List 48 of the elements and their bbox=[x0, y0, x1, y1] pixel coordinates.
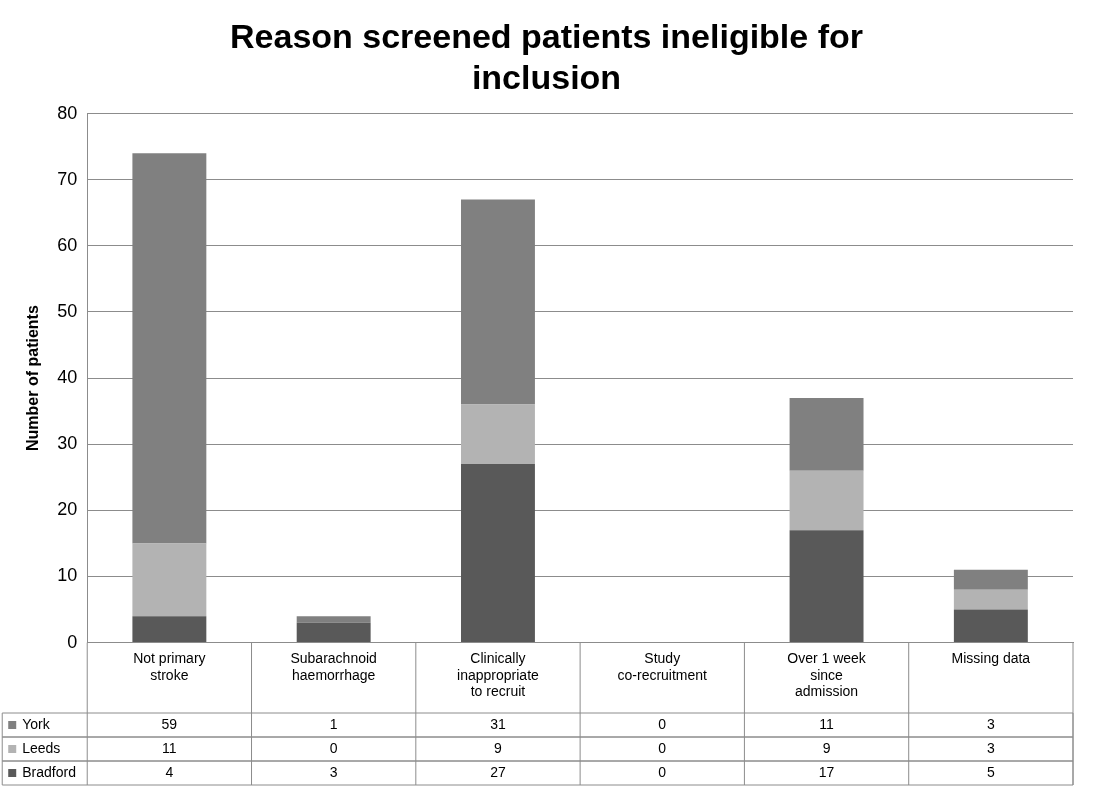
legend-label: Leeds bbox=[22, 739, 61, 756]
x-tick-label: Missing data bbox=[951, 649, 1031, 666]
bar bbox=[132, 543, 207, 617]
bar bbox=[953, 609, 1028, 643]
data-label: 59 bbox=[161, 715, 178, 732]
data-label: 31 bbox=[490, 715, 506, 732]
bar bbox=[296, 622, 371, 643]
bar bbox=[132, 616, 207, 643]
y-tick-label: 80 bbox=[57, 102, 78, 123]
bar bbox=[789, 530, 864, 643]
bar bbox=[789, 470, 864, 531]
data-label: 1 bbox=[329, 715, 338, 732]
y-tick-label: 20 bbox=[57, 499, 78, 520]
x-tick-label: Clinically inappropriate to recruit bbox=[457, 649, 540, 700]
data-label: 4 bbox=[165, 763, 174, 780]
y-tick-label: 10 bbox=[57, 565, 78, 586]
bar bbox=[461, 464, 535, 643]
data-label: 3 bbox=[329, 763, 338, 780]
data-label: 0 bbox=[658, 763, 667, 780]
x-tick-label: Subarachnoid haemorrhage bbox=[290, 649, 377, 683]
y-tick-label: 70 bbox=[57, 168, 78, 189]
data-label: 0 bbox=[658, 715, 667, 732]
data-label: 0 bbox=[329, 739, 338, 756]
data-label: 27 bbox=[490, 763, 506, 780]
data-label: 11 bbox=[819, 715, 835, 732]
y-tick-label: 30 bbox=[57, 433, 78, 454]
bar bbox=[296, 616, 371, 623]
legend-label: York bbox=[22, 715, 51, 732]
y-tick-label: 40 bbox=[57, 367, 78, 388]
chart-title: Reason screened patients ineligible for inclusion bbox=[230, 16, 863, 96]
y-tick-label: 0 bbox=[67, 631, 78, 652]
data-label: 17 bbox=[818, 763, 835, 780]
data-label: 5 bbox=[986, 763, 995, 780]
x-tick-label: Over 1 week since admission bbox=[787, 649, 867, 700]
y-axis-title: Number of patients bbox=[24, 305, 42, 451]
data-label: 0 bbox=[658, 739, 667, 756]
data-label: 3 bbox=[986, 739, 995, 756]
x-tick-label: Not primary stroke bbox=[133, 649, 206, 683]
data-label: 9 bbox=[822, 739, 831, 756]
bar bbox=[461, 404, 535, 465]
bar bbox=[953, 589, 1028, 610]
y-tick-label: 60 bbox=[57, 234, 78, 255]
data-label: 9 bbox=[494, 739, 503, 756]
y-tick-label: 50 bbox=[57, 300, 78, 321]
legend-label: Bradford bbox=[22, 763, 76, 780]
x-tick-label: Study co-recruitment bbox=[617, 649, 708, 683]
data-label: 11 bbox=[162, 739, 177, 756]
data-label: 3 bbox=[986, 715, 995, 732]
